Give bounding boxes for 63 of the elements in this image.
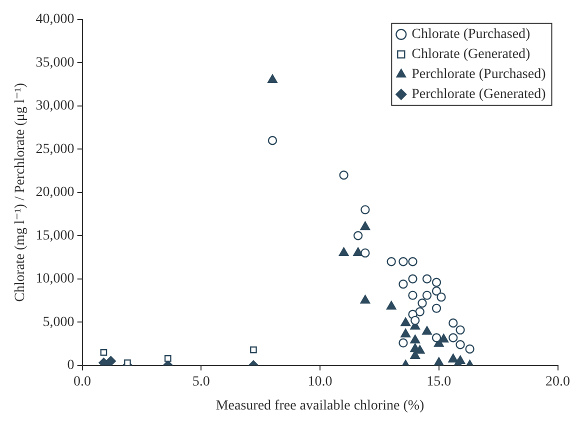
point (408, 257, 418, 266)
y-tick-label: 5,000 (42, 314, 74, 330)
y-tick-label: 25,000 (36, 142, 74, 157)
point (436, 292, 446, 302)
point (360, 221, 370, 230)
point (465, 344, 474, 354)
point (422, 326, 432, 335)
legend-label: Perchlorate (Purchased) (412, 67, 546, 82)
point (456, 340, 465, 350)
y-tick-label: 10,000 (36, 272, 74, 287)
point (398, 338, 408, 348)
point (398, 257, 408, 266)
point (410, 334, 420, 344)
y-tick-label: 35,000 (36, 55, 74, 70)
x-tick-label: 15.0 (426, 374, 452, 390)
point (415, 307, 424, 316)
point (448, 354, 458, 362)
point (339, 170, 348, 180)
point (360, 294, 370, 304)
x-tick-label: 0.0 (74, 374, 92, 390)
legend-label: Perchlorate (Generated) (412, 87, 546, 102)
point (408, 290, 418, 300)
x-tick-label: 5.0 (192, 374, 210, 390)
point (353, 247, 363, 256)
point (400, 328, 411, 338)
x-tick-label: 10.0 (308, 374, 332, 390)
point (410, 316, 420, 326)
point (448, 318, 458, 328)
y-tick-label: 40,000 (36, 12, 74, 28)
legend-label: Chlorate (Purchased) (412, 27, 531, 42)
point (360, 248, 370, 258)
point (408, 274, 418, 284)
point (268, 136, 278, 146)
point (100, 348, 108, 356)
y-tick-label: 15,000 (36, 228, 74, 244)
point (338, 247, 349, 256)
point (106, 356, 116, 366)
y-tick-label: 0 (67, 358, 74, 374)
y-tick-label: 30,000 (36, 98, 74, 114)
point (360, 205, 370, 214)
x-axis-title: Measured free available chlorine (%) (216, 398, 425, 414)
legend-label: Chlorate (Generated) (412, 47, 531, 62)
point (398, 279, 408, 289)
point (456, 325, 465, 335)
point (386, 300, 396, 310)
point (432, 286, 442, 296)
point (418, 298, 427, 308)
point (386, 257, 396, 266)
point (432, 278, 442, 287)
point (432, 333, 442, 342)
point (422, 274, 432, 284)
point (448, 333, 458, 342)
point (400, 317, 411, 326)
y-tick-label: 20,000 (36, 185, 74, 200)
point (434, 357, 444, 366)
point (353, 231, 363, 240)
point (422, 290, 432, 300)
y-axis-title: Chlorate (mg l⁻¹) / Perchlorate (μg l⁻¹) (13, 82, 28, 302)
x-tick-label: 20.0 (546, 374, 570, 390)
point (432, 304, 442, 313)
point (164, 355, 172, 362)
point (250, 346, 257, 354)
point (438, 334, 449, 343)
